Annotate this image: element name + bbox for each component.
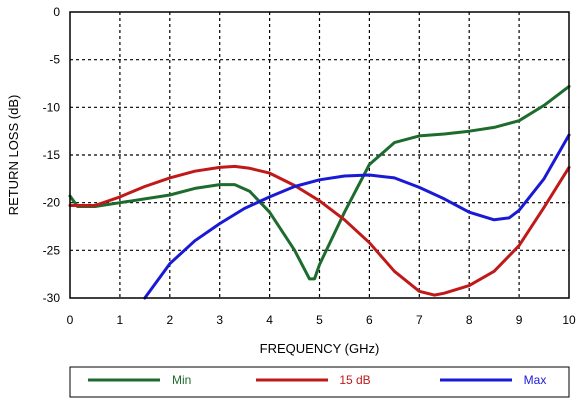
x-tick-label: 3 (216, 313, 223, 327)
gridlines (70, 12, 569, 298)
legend-label-max: Max (524, 373, 547, 387)
legend: Min 15 dB Max (70, 367, 569, 397)
y-tick-label: -25 (43, 243, 61, 257)
y-axis-label: RETURN LOSS (dB) (6, 95, 21, 216)
x-tick-label: 2 (166, 313, 173, 327)
x-tick-label: 5 (316, 313, 323, 327)
x-tick-label: 10 (562, 313, 576, 327)
legend-box (70, 367, 569, 397)
y-tick-label: -20 (43, 196, 61, 210)
series-line-max (145, 135, 569, 298)
y-tick-label: -10 (43, 100, 61, 114)
x-tick-label: 6 (366, 313, 373, 327)
legend-label-15-db: 15 dB (339, 373, 370, 387)
x-axis-label: FREQUENCY (GHz) (260, 341, 380, 356)
y-tick-label: -15 (43, 148, 61, 162)
x-tick-label: 1 (117, 313, 124, 327)
y-tick-label: -5 (49, 53, 60, 67)
legend-label-min: Min (172, 373, 191, 387)
x-tick-labels: 0 1 2 3 4 5 6 7 8 9 10 (67, 313, 576, 327)
x-tick-label: 7 (416, 313, 423, 327)
y-tick-labels: 0 -5 -10 -15 -20 -25 -30 (43, 5, 61, 305)
x-tick-label: 0 (67, 313, 74, 327)
y-tick-label: 0 (53, 5, 60, 19)
x-tick-label: 9 (516, 313, 523, 327)
x-tick-label: 4 (266, 313, 273, 327)
x-tick-label: 8 (466, 313, 473, 327)
y-tick-label: -30 (43, 291, 61, 305)
